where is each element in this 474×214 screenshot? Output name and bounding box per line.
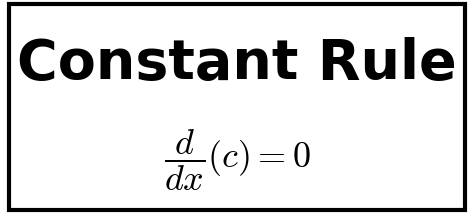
Text: Constant Rule: Constant Rule xyxy=(17,37,457,91)
Text: $\dfrac{d}{dx}(c) = 0$: $\dfrac{d}{dx}(c) = 0$ xyxy=(164,128,310,193)
